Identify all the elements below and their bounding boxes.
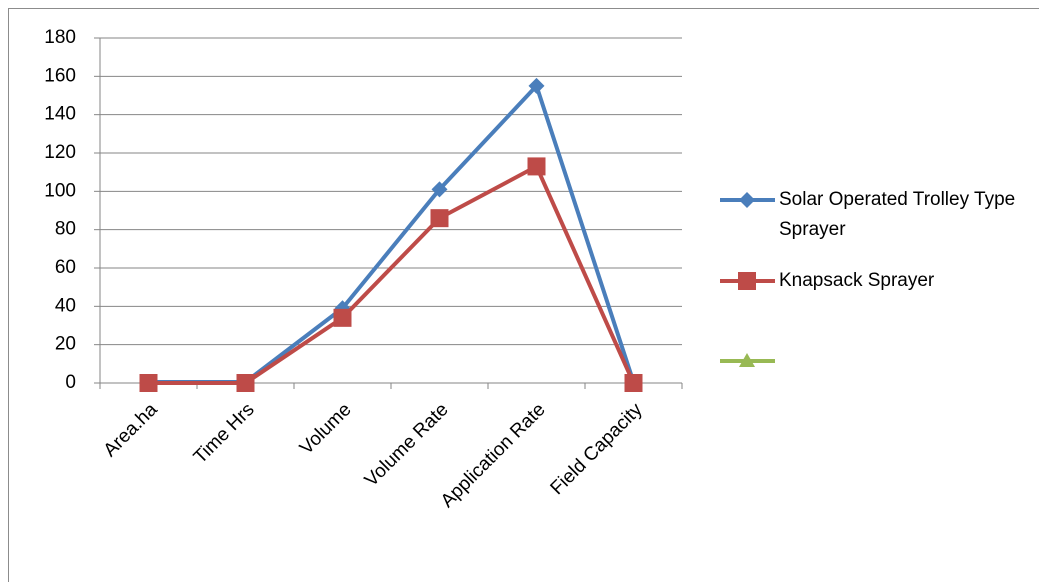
marker [738,272,756,290]
y-tick-label: 100 [44,180,76,201]
legend-marker [739,353,755,367]
y-tick-label: 160 [44,65,76,86]
chart-border [8,8,1039,582]
y-tick-label: 80 [55,219,76,240]
marker [139,374,158,392]
marker [528,77,545,94]
marker [624,374,643,392]
marker [739,192,755,208]
y-tick-label: 140 [44,104,76,125]
y-tick-label: 180 [44,27,76,48]
marker [333,308,352,327]
legend-label: Solar Operated Trolley Type Sprayer [779,189,1016,240]
y-tick-label: 20 [55,334,76,355]
y-tick-label: 0 [65,372,76,393]
y-tick-label: 40 [55,295,76,316]
legend-label: Knapsack Sprayer [779,270,935,291]
marker [236,374,255,392]
y-tick-label: 60 [55,257,76,278]
marker [527,157,546,176]
marker [430,209,449,228]
series-line [148,164,636,385]
y-tick-label: 120 [44,142,76,163]
marker [431,181,448,198]
legend-empty-entry [720,353,775,367]
